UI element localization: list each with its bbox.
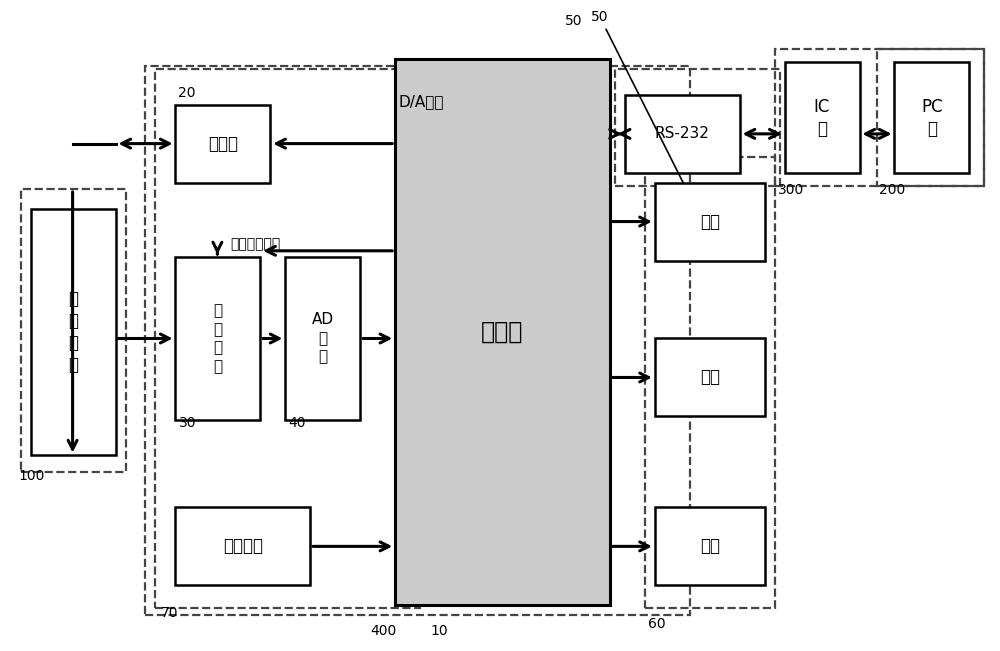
FancyBboxPatch shape [175,507,310,585]
Text: 70: 70 [160,605,178,620]
Text: 设置放大倍数: 设置放大倍数 [230,238,280,251]
FancyBboxPatch shape [655,507,765,585]
FancyBboxPatch shape [31,208,116,456]
Text: 放
大
电
路: 放 大 电 路 [213,303,222,374]
FancyBboxPatch shape [894,62,969,173]
Text: 挂
壁
探
头: 挂 壁 探 头 [68,290,78,374]
FancyBboxPatch shape [285,257,360,420]
FancyBboxPatch shape [395,59,610,605]
Text: 报警: 报警 [700,368,720,387]
FancyBboxPatch shape [175,257,260,420]
Text: 50: 50 [565,14,582,29]
Text: 恒流源: 恒流源 [208,135,238,152]
FancyBboxPatch shape [175,105,270,182]
FancyBboxPatch shape [625,95,740,173]
Text: 50: 50 [591,10,683,184]
Text: AD
采
集: AD 采 集 [312,312,334,365]
Text: 300: 300 [778,184,804,197]
Text: RS-232: RS-232 [655,126,710,141]
Text: 40: 40 [288,416,306,430]
Text: 单片机: 单片机 [481,320,524,344]
Text: 200: 200 [879,184,906,197]
Text: 400: 400 [370,624,396,638]
Text: 100: 100 [19,469,45,483]
Text: D/A输出: D/A输出 [398,94,444,109]
Text: 时钟: 时钟 [700,213,720,230]
Text: 20: 20 [178,86,196,100]
FancyBboxPatch shape [655,339,765,417]
Text: 30: 30 [178,416,196,430]
Text: 60: 60 [648,617,665,631]
Text: 10: 10 [430,624,448,638]
FancyBboxPatch shape [655,182,765,260]
FancyBboxPatch shape [785,62,860,173]
Text: IC
卡: IC 卡 [814,98,830,138]
Text: 显示: 显示 [700,537,720,555]
Text: PC
机: PC 机 [921,98,943,138]
Text: 功能按键: 功能按键 [223,537,263,555]
